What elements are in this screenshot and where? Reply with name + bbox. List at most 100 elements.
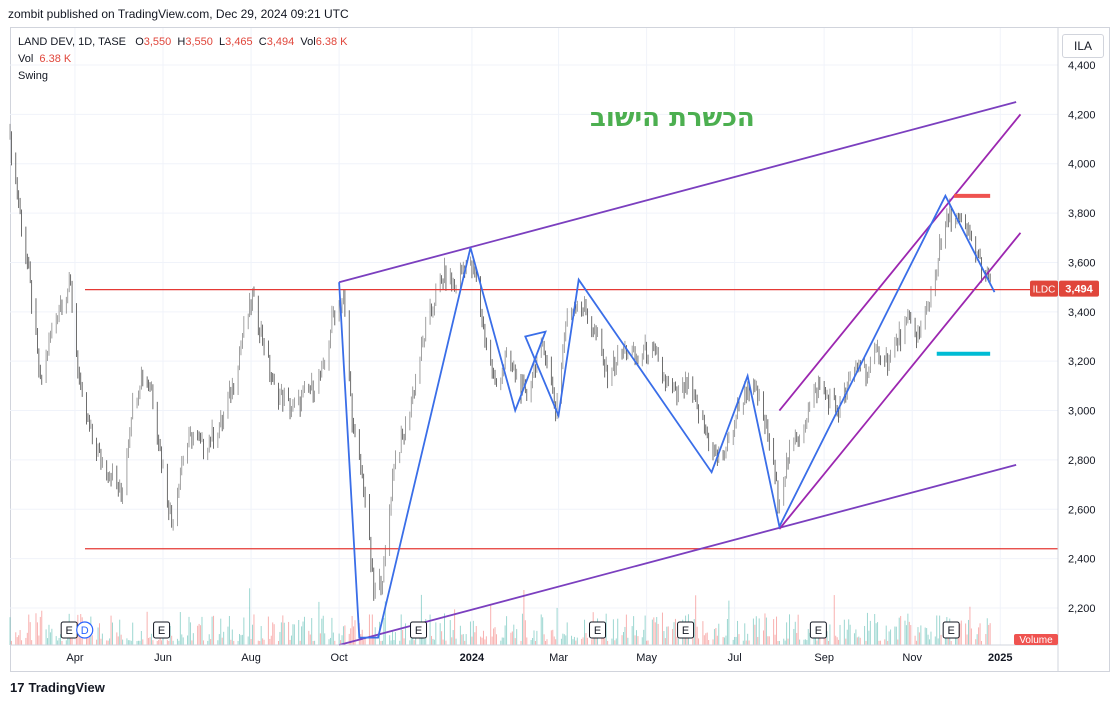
- volume-bar: [695, 595, 697, 645]
- volume-bar: [530, 640, 532, 645]
- volume-bar: [829, 624, 831, 645]
- volume-bar: [698, 638, 700, 645]
- volume-bar: [661, 612, 663, 645]
- volume-bar: [978, 627, 980, 645]
- volume-bar: [119, 619, 121, 645]
- volume-bar: [950, 640, 952, 645]
- volume-bar: [429, 614, 431, 645]
- volume-bar: [181, 634, 183, 645]
- volume-bar: [465, 634, 467, 645]
- volume-bar: [794, 621, 796, 645]
- volume-bar: [927, 634, 929, 645]
- volume-bar: [647, 640, 649, 645]
- volume-bar: [277, 640, 279, 645]
- volume-bar: [979, 623, 981, 645]
- volume-bar: [976, 634, 978, 645]
- earnings-event-marker: [809, 621, 827, 639]
- currency-button[interactable]: ILA: [1062, 34, 1104, 58]
- y-tick-label: 2,400: [1068, 554, 1096, 566]
- volume-bar: [120, 634, 122, 645]
- volume-bar: [890, 629, 892, 645]
- volume-bar: [413, 640, 415, 645]
- volume-bar: [910, 625, 912, 645]
- volume-bar: [705, 633, 707, 645]
- volume-bar: [441, 631, 443, 645]
- trend-line-inner-lower: [778, 232, 1022, 530]
- footer-brand[interactable]: 17 TradingView: [10, 680, 105, 695]
- volume-bar: [560, 638, 562, 645]
- volume-bar: [897, 639, 899, 645]
- volume-bar: [400, 614, 402, 645]
- volume-bar: [879, 640, 881, 645]
- volume-bar: [452, 630, 454, 645]
- volume-bar: [905, 625, 907, 645]
- volume-bar: [584, 619, 586, 645]
- volume-bar: [393, 640, 395, 645]
- volume-bar: [550, 630, 552, 645]
- volume-bar: [299, 640, 301, 645]
- volume-bar: [504, 625, 506, 645]
- volume-bar: [768, 636, 770, 645]
- volume-bar: [604, 638, 606, 645]
- volume-bar: [566, 622, 568, 645]
- volume-bar: [127, 640, 129, 645]
- volume-bar: [706, 632, 708, 645]
- volume-bar: [884, 639, 886, 645]
- volume-bar: [260, 626, 262, 645]
- volume-tag-label: Volume: [1019, 635, 1053, 646]
- volume-bar: [703, 635, 705, 645]
- volume-bar: [136, 640, 138, 645]
- volume-bar: [716, 635, 718, 645]
- volume-bar: [257, 640, 259, 645]
- volume-bar: [129, 640, 131, 645]
- volume-bar: [885, 625, 887, 645]
- volume-bar: [676, 636, 678, 645]
- volume-bar: [657, 623, 659, 645]
- volume-bar: [211, 616, 213, 645]
- earnings-event-marker: [589, 621, 607, 639]
- volume-bar: [586, 637, 588, 645]
- volume-bar: [747, 633, 749, 645]
- volume-bar: [340, 640, 342, 645]
- x-tick-label: May: [636, 652, 657, 664]
- volume-bar: [907, 613, 909, 645]
- volume-bar: [591, 639, 593, 645]
- volume-bar: [545, 640, 547, 645]
- volume-bar: [259, 640, 261, 645]
- volume-bar: [555, 639, 557, 645]
- volume-bar: [100, 638, 102, 645]
- volume-bar: [61, 641, 63, 645]
- y-tick-label: 2,600: [1068, 504, 1096, 516]
- volume-bar: [109, 638, 111, 645]
- volume-bar: [712, 639, 714, 645]
- volume-bar: [737, 620, 739, 645]
- volume-bar: [917, 627, 919, 645]
- chart-annotation-text: הכשרת הישוב: [590, 103, 755, 133]
- volume-bar: [595, 633, 597, 645]
- volume-bar: [702, 621, 704, 645]
- volume-bar: [575, 640, 577, 645]
- volume-bar: [218, 634, 220, 645]
- volume-bar: [757, 636, 759, 645]
- x-tick-label: Nov: [902, 652, 922, 664]
- volume-bar: [221, 637, 223, 645]
- trend-line-inner-upper: [778, 113, 1022, 412]
- volume-bar: [220, 618, 222, 645]
- volume-bar: [534, 640, 536, 645]
- volume-bar: [836, 637, 838, 645]
- volume-bar: [130, 640, 132, 645]
- volume-bar: [156, 640, 158, 645]
- volume-bar: [859, 637, 861, 645]
- volume-bar: [455, 638, 457, 645]
- earnings-event-marker: [677, 621, 695, 639]
- volume-bar: [334, 640, 336, 645]
- volume-bar: [15, 632, 17, 645]
- volume-bar: [904, 620, 906, 645]
- last-price-value: 3,494: [1065, 284, 1093, 296]
- volume-bar: [132, 622, 134, 645]
- volume-bar: [827, 640, 829, 645]
- volume-bar: [728, 600, 730, 645]
- volume-bar: [270, 635, 272, 645]
- volume-bar: [178, 640, 180, 645]
